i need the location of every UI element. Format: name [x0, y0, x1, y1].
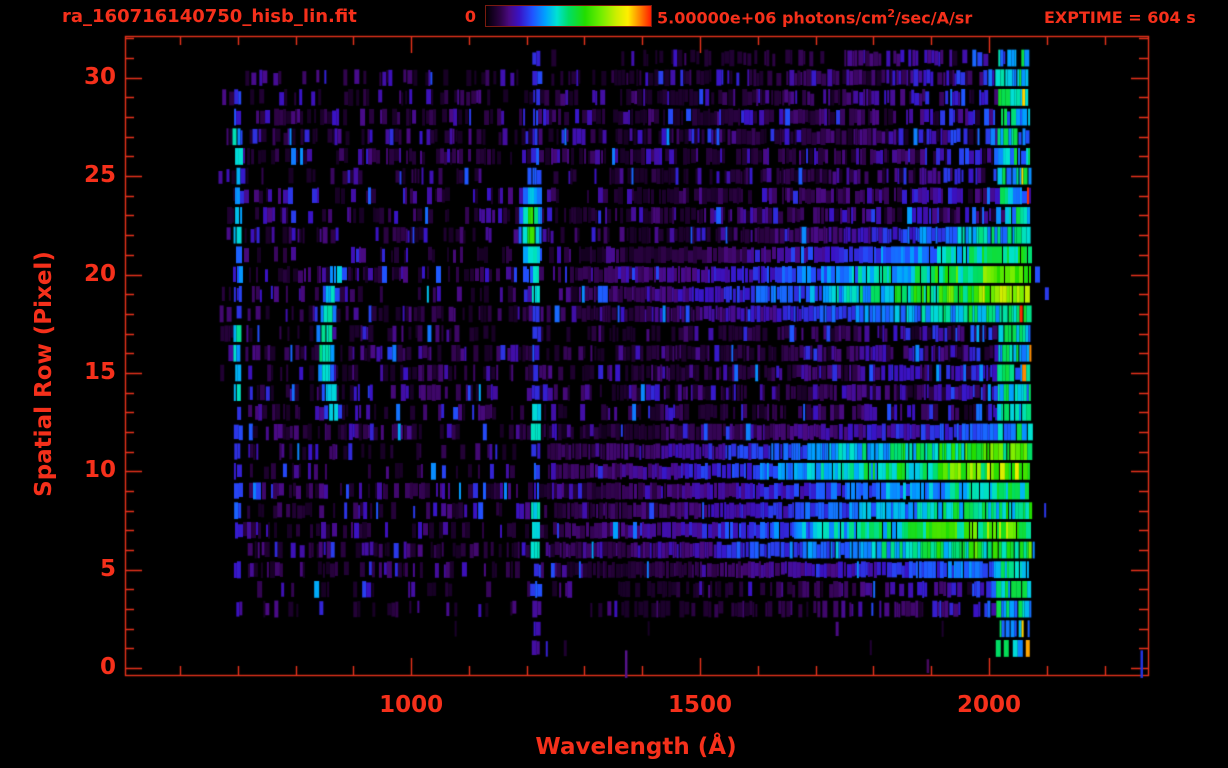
exptime-label: EXPTIME = 604 s — [1044, 8, 1196, 27]
file-title: ra_160716140750_hisb_lin.fit — [62, 6, 357, 27]
y-tick-label: 25 — [83, 162, 116, 189]
colorbar-gradient — [485, 5, 652, 27]
colorbar-max-suffix: /sec/A/sr — [895, 8, 973, 28]
y-tick-label: 0 — [99, 654, 116, 681]
colorbar-max-prefix: 5.00000e+06 photons/cm — [657, 8, 888, 28]
x-tick-label: 2000 — [957, 692, 1022, 718]
colorbar-min-label: 0 — [464, 7, 476, 26]
y-tick-label: 10 — [83, 457, 116, 484]
y-tick-label: 30 — [83, 63, 116, 90]
y-tick-label: 20 — [83, 260, 116, 287]
colorbar-max-superscript: 2 — [887, 7, 896, 20]
y-tick-label: 5 — [99, 555, 116, 582]
colorbar-max-label: 5.00000e+06 photons/cm2/sec/A/sr — [657, 7, 972, 27]
x-tick-label: 1000 — [379, 692, 444, 718]
y-tick-label: 15 — [83, 358, 116, 385]
y-axis-title: Spatial Row (Pixel) — [31, 251, 57, 497]
x-axis-title: Wavelength (Å) — [535, 734, 737, 760]
x-tick-label: 1500 — [668, 692, 733, 718]
